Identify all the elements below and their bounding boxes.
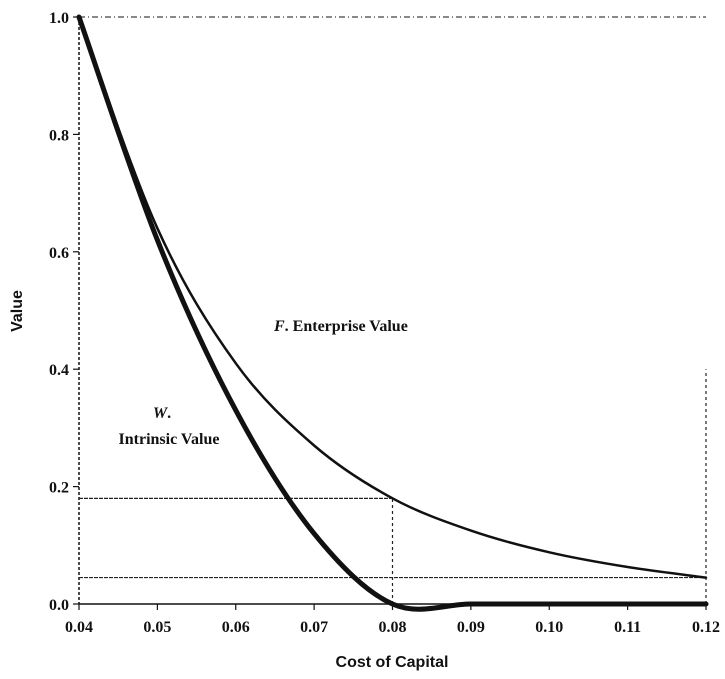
x-axis-title: Cost of Capital xyxy=(336,654,449,671)
x-tick-label: 0.04 xyxy=(65,619,93,636)
x-tick-label: 0.05 xyxy=(143,619,171,636)
x-tick-labels: 0.04 0.05 0.06 0.07 0.08 0.09 0.10 0.11 0.12 xyxy=(65,619,720,636)
intrinsic-value-text: Intrinsic Value xyxy=(119,431,220,448)
reference-lines xyxy=(79,369,707,604)
series-line-intrinsic-value xyxy=(76,14,709,612)
y-tick-label: 0.4 xyxy=(49,362,69,379)
x-tick-label: 0.07 xyxy=(300,619,328,636)
intrinsic-value-dot: . xyxy=(167,405,171,422)
x-tick-label: 0.12 xyxy=(692,619,720,636)
intrinsic-value-symbol-label: W. xyxy=(153,405,171,422)
enterprise-value-label: F. Enterprise Value xyxy=(273,318,408,335)
y-axis-title: Value xyxy=(9,290,26,332)
axes xyxy=(73,16,707,610)
x-tick-label: 0.08 xyxy=(379,619,407,636)
y-tick-label: 0.6 xyxy=(49,245,69,262)
enterprise-value-text: . Enterprise Value xyxy=(285,318,408,335)
x-tick-label: 0.10 xyxy=(535,619,563,636)
series-group xyxy=(76,14,709,612)
enterprise-value-symbol: F xyxy=(273,318,285,335)
y-tick-label: 0.2 xyxy=(49,480,69,497)
x-tick-label: 0.09 xyxy=(457,619,485,636)
intrinsic-value-symbol: W xyxy=(153,405,169,422)
x-tick-label: 0.06 xyxy=(222,619,250,636)
series-line-enterprise-value xyxy=(77,15,708,579)
y-tick-label: 1.0 xyxy=(49,10,69,27)
y-tick-labels: 0.0 0.2 0.4 0.6 0.8 1.0 xyxy=(49,10,69,614)
y-tick-label: 0.8 xyxy=(49,127,69,144)
x-tick-label: 0.11 xyxy=(614,619,641,636)
y-tick-label: 0.0 xyxy=(49,597,69,614)
